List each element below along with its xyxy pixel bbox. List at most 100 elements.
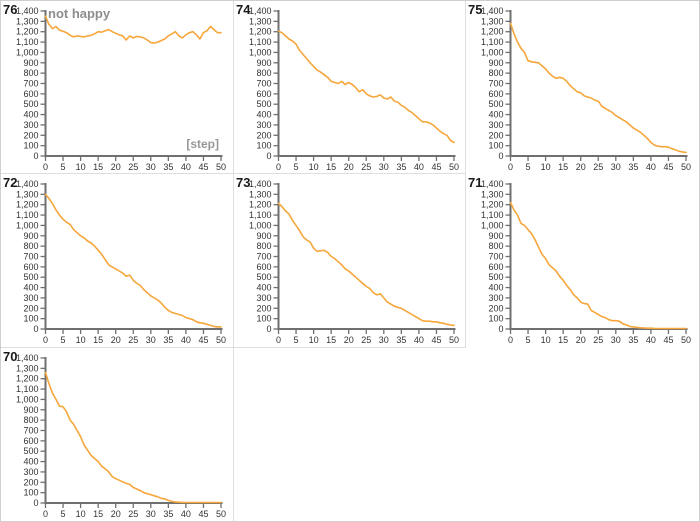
svg-text:800: 800 xyxy=(23,68,38,78)
svg-text:600: 600 xyxy=(23,262,38,272)
svg-text:200: 200 xyxy=(23,303,38,313)
svg-text:20: 20 xyxy=(111,162,121,172)
svg-text:45: 45 xyxy=(663,162,673,172)
svg-text:35: 35 xyxy=(396,162,406,172)
svg-text:400: 400 xyxy=(23,283,38,293)
svg-text:45: 45 xyxy=(198,335,208,345)
svg-text:40: 40 xyxy=(181,335,191,345)
svg-text:0: 0 xyxy=(266,324,271,334)
svg-text:1,400: 1,400 xyxy=(249,179,272,189)
svg-text:500: 500 xyxy=(488,272,503,282)
svg-text:900: 900 xyxy=(256,231,271,241)
svg-text:600: 600 xyxy=(256,89,271,99)
line-chart-72[interactable]: 01002003004005006007008009001,0001,1001,… xyxy=(1,174,233,347)
svg-text:50: 50 xyxy=(216,509,226,519)
line-chart-75[interactable]: 01002003004005006007008009001,0001,1001,… xyxy=(466,1,698,174)
svg-text:1,000: 1,000 xyxy=(249,220,272,230)
chart-panel-76: 0 100 200 300 400 500 600 700 800 900 1,000 1,100 1,… xyxy=(1,1,234,174)
svg-text:200: 200 xyxy=(23,130,38,140)
svg-text:0: 0 xyxy=(498,151,503,161)
empty-cell xyxy=(234,348,466,521)
svg-text:1,300: 1,300 xyxy=(481,189,504,199)
svg-text:200: 200 xyxy=(488,303,503,313)
run-number-label: 72 xyxy=(3,175,18,190)
run-number-label: 76 xyxy=(3,2,18,17)
svg-text:35: 35 xyxy=(163,509,173,519)
svg-text:30: 30 xyxy=(146,162,156,172)
svg-text:500: 500 xyxy=(23,446,38,456)
svg-text:100: 100 xyxy=(23,314,38,324)
svg-text:600: 600 xyxy=(488,89,503,99)
svg-text:1,400: 1,400 xyxy=(481,179,504,189)
svg-text:15: 15 xyxy=(558,335,568,345)
svg-text:35: 35 xyxy=(628,162,638,172)
svg-text:50: 50 xyxy=(449,162,459,172)
svg-text:900: 900 xyxy=(23,231,38,241)
svg-text:30: 30 xyxy=(611,335,621,345)
svg-text:900: 900 xyxy=(256,58,271,68)
svg-text:400: 400 xyxy=(23,110,38,120)
svg-text:10: 10 xyxy=(541,335,551,345)
svg-text:50: 50 xyxy=(449,335,459,345)
svg-text:600: 600 xyxy=(488,262,503,272)
svg-text:1,100: 1,100 xyxy=(16,210,39,220)
line-chart-76[interactable]: 01002003004005006007008009001,0001,1001,… xyxy=(1,1,233,174)
svg-text:0: 0 xyxy=(43,509,48,519)
svg-text:20: 20 xyxy=(576,162,586,172)
svg-text:700: 700 xyxy=(23,426,38,436)
svg-text:400: 400 xyxy=(488,110,503,120)
svg-text:1,300: 1,300 xyxy=(249,16,272,26)
svg-text:1,200: 1,200 xyxy=(481,200,504,210)
svg-text:500: 500 xyxy=(256,99,271,109)
svg-text:900: 900 xyxy=(488,58,503,68)
svg-text:20: 20 xyxy=(344,162,354,172)
svg-text:40: 40 xyxy=(181,509,191,519)
svg-text:1,200: 1,200 xyxy=(481,27,504,37)
line-chart-74[interactable]: 01002003004005006007008009001,0001,1001,… xyxy=(234,1,466,174)
svg-text:400: 400 xyxy=(256,283,271,293)
svg-text:30: 30 xyxy=(379,335,389,345)
line-chart-73[interactable]: 01002003004005006007008009001,0001,1001,… xyxy=(234,174,466,347)
svg-text:0: 0 xyxy=(33,151,38,161)
svg-text:1,400: 1,400 xyxy=(481,6,504,16)
svg-text:15: 15 xyxy=(326,335,336,345)
svg-text:600: 600 xyxy=(23,89,38,99)
line-chart-70[interactable]: 01002003004005006007008009001,0001,1001,… xyxy=(1,348,233,521)
chart-panel-72: 0 100 200 300 400 500 600 700 800 900 1,000 1,100 1,… xyxy=(1,174,234,348)
svg-text:800: 800 xyxy=(488,68,503,78)
svg-text:700: 700 xyxy=(23,252,38,262)
svg-text:5: 5 xyxy=(526,162,531,172)
svg-text:15: 15 xyxy=(93,335,103,345)
svg-text:5: 5 xyxy=(61,509,66,519)
svg-text:45: 45 xyxy=(198,509,208,519)
svg-text:1,300: 1,300 xyxy=(481,16,504,26)
svg-text:1,000: 1,000 xyxy=(16,47,39,57)
svg-text:15: 15 xyxy=(558,162,568,172)
svg-text:300: 300 xyxy=(23,120,38,130)
svg-text:20: 20 xyxy=(111,335,121,345)
line-chart-71[interactable]: 01002003004005006007008009001,0001,1001,… xyxy=(466,174,698,347)
svg-text:1,400: 1,400 xyxy=(249,6,272,16)
svg-text:900: 900 xyxy=(23,405,38,415)
svg-text:40: 40 xyxy=(414,162,424,172)
chart-panel-71: 0 100 200 300 400 500 600 700 800 900 1,000 1,100 1,… xyxy=(466,174,699,348)
svg-text:0: 0 xyxy=(33,498,38,508)
svg-text:0: 0 xyxy=(276,162,281,172)
svg-text:300: 300 xyxy=(23,293,38,303)
svg-text:1,400: 1,400 xyxy=(16,6,39,16)
svg-text:10: 10 xyxy=(309,335,319,345)
svg-text:300: 300 xyxy=(23,467,38,477)
chart-panel-75: 0 100 200 300 400 500 600 700 800 900 1,000 1,100 1,… xyxy=(466,1,699,174)
svg-text:30: 30 xyxy=(611,162,621,172)
svg-text:15: 15 xyxy=(93,509,103,519)
svg-text:5: 5 xyxy=(61,335,66,345)
run-number-label: 71 xyxy=(468,175,483,190)
svg-text:25: 25 xyxy=(361,162,371,172)
svg-text:1,000: 1,000 xyxy=(481,47,504,57)
svg-text:800: 800 xyxy=(256,68,271,78)
svg-text:40: 40 xyxy=(646,162,656,172)
svg-text:1,200: 1,200 xyxy=(16,374,39,384)
svg-text:1,100: 1,100 xyxy=(16,37,39,47)
svg-text:700: 700 xyxy=(23,79,38,89)
